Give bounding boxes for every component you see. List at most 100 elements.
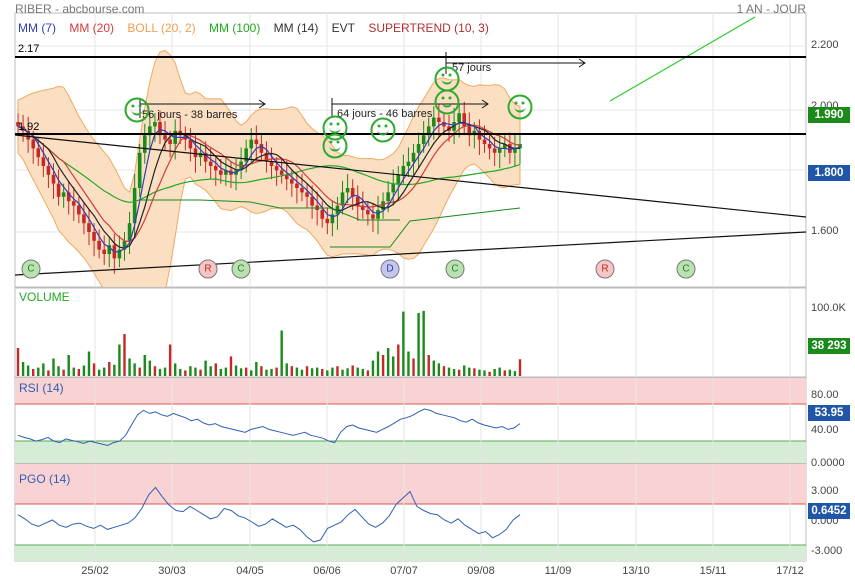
volume-bar: [392, 356, 395, 376]
candle-body: [426, 126, 431, 136]
candle-body: [300, 188, 304, 193]
candle-body: [467, 126, 472, 136]
volume-bar: [518, 359, 522, 376]
volume-bar: [452, 369, 456, 376]
candle-body: [325, 218, 330, 224]
volume-bar: [290, 366, 294, 376]
candle-body: [244, 148, 248, 162]
event-marker-c[interactable]: C: [231, 259, 251, 279]
event-marker-c[interactable]: C: [676, 259, 696, 279]
candle-body: [82, 214, 86, 224]
volume-bar: [72, 367, 75, 376]
volume-bar: [295, 367, 299, 376]
event-marker-c[interactable]: C: [21, 259, 41, 279]
candle-body: [168, 139, 172, 144]
volume-bar: [371, 360, 375, 376]
rsi-tick: 80.00: [811, 389, 839, 401]
volume-bar: [478, 369, 481, 376]
candle-body: [290, 179, 294, 184]
legend-supertrend[interactable]: SUPERTREND (10, 3): [368, 21, 489, 35]
volume-bar: [305, 366, 309, 376]
volume-bar: [189, 366, 192, 376]
candle-body: [295, 183, 299, 188]
volume-bar: [209, 366, 212, 376]
volume-bar: [275, 367, 278, 376]
price-badge-last-high: 1.990: [808, 107, 850, 123]
candle-body: [345, 188, 350, 193]
candle-body: [26, 130, 30, 140]
price-badge-last: 1.800: [808, 165, 850, 181]
candle-body: [132, 188, 137, 224]
candle-body: [502, 144, 507, 149]
volume-bar: [285, 363, 288, 376]
legend-mm100[interactable]: MM (100): [208, 21, 261, 35]
candle-body: [508, 144, 512, 153]
rsi-overbought-zone: [15, 378, 806, 404]
event-marker-c[interactable]: C: [445, 259, 465, 279]
legend-mm7[interactable]: MM (7): [18, 21, 56, 35]
event-marker-r[interactable]: R: [198, 259, 218, 279]
volume-bar: [513, 371, 517, 376]
candle-body: [492, 148, 497, 153]
candle-body: [482, 139, 487, 144]
volume-bar: [417, 313, 420, 376]
period-label[interactable]: 1 AN - JOUR: [736, 2, 806, 16]
volume-bar: [381, 355, 385, 376]
supertrend-line: [140, 199, 400, 221]
legend-mm20[interactable]: MM (20): [69, 21, 115, 35]
volume-bar: [57, 366, 60, 376]
volume-bar: [47, 370, 50, 376]
candle-body: [371, 214, 375, 219]
volume-bar: [331, 367, 334, 376]
volume-bar: [26, 365, 30, 376]
volume-bar: [265, 369, 268, 376]
volume-bar: [341, 369, 344, 376]
volume-bar: [407, 351, 410, 376]
candle-body: [16, 122, 20, 127]
rsi-label: RSI (14): [19, 381, 64, 395]
candle-body: [259, 144, 264, 153]
event-marker-r[interactable]: R: [595, 259, 615, 279]
volume-bar: [214, 363, 217, 376]
candle-body: [46, 166, 51, 175]
volume-bar: [508, 369, 512, 376]
annotation-duration-2: 64 jours - 46 barres: [337, 108, 433, 120]
volume-bar: [224, 367, 228, 376]
volume-bar: [239, 368, 243, 376]
candle-body: [102, 249, 107, 254]
volume-bar: [133, 363, 136, 376]
volume-bar: [280, 330, 283, 376]
volume-bar: [457, 369, 461, 376]
candle-body: [518, 144, 522, 149]
volume-bar: [437, 363, 441, 376]
candle-body: [213, 166, 218, 171]
rsi-badge: 53.95: [808, 405, 850, 421]
candle-body: [437, 117, 441, 122]
volume-bar: [361, 369, 365, 376]
candle-body: [77, 205, 81, 215]
legend-mm14[interactable]: MM (14): [273, 21, 319, 35]
mm100-line: [17, 125, 521, 203]
smiley-icon: [434, 89, 460, 115]
pgo-badge: 0.6452: [808, 503, 850, 519]
candle-body: [158, 122, 162, 136]
volume-bar: [163, 367, 167, 376]
volume-bar: [37, 367, 40, 376]
legend-evt[interactable]: EVT: [331, 21, 356, 35]
volume-bar: [493, 369, 496, 376]
volume-bar: [67, 355, 70, 376]
volume-bar: [250, 370, 253, 376]
candle-body: [107, 245, 112, 254]
volume-bar: [488, 371, 491, 376]
candle-body: [416, 144, 421, 153]
volume-bar: [351, 365, 354, 376]
volume-bar: [194, 367, 197, 376]
legend-boll[interactable]: BOLL (20, 2): [127, 21, 196, 35]
mm7-line: [17, 122, 521, 253]
trendline-upper: [15, 134, 806, 218]
rsi-tick: 40.00: [811, 424, 839, 436]
volume-bar: [412, 358, 415, 376]
rsi-tick: 0.0000: [811, 457, 845, 469]
candle-body: [36, 148, 41, 158]
event-marker-d[interactable]: D: [380, 259, 400, 279]
